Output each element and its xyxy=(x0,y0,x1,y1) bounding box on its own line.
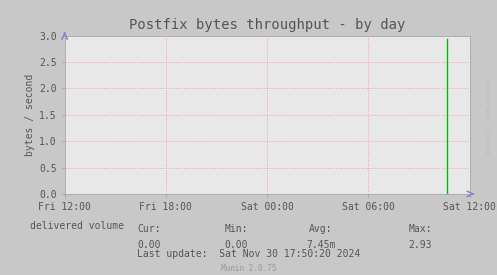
Text: Max:: Max: xyxy=(408,224,432,234)
Text: 7.45m: 7.45m xyxy=(306,240,335,250)
Text: 2.93: 2.93 xyxy=(408,240,432,250)
Text: 0.00: 0.00 xyxy=(224,240,248,250)
Text: RRDTOOL / TOBI OETIKER: RRDTOOL / TOBI OETIKER xyxy=(486,77,491,154)
Title: Postfix bytes throughput - by day: Postfix bytes throughput - by day xyxy=(129,18,406,32)
Text: Munin 2.0.75: Munin 2.0.75 xyxy=(221,264,276,273)
Text: Cur:: Cur: xyxy=(137,224,161,234)
Y-axis label: bytes / second: bytes / second xyxy=(25,74,35,156)
Text: Min:: Min: xyxy=(224,224,248,234)
Text: Avg:: Avg: xyxy=(309,224,332,234)
Text: Last update:  Sat Nov 30 17:50:20 2024: Last update: Sat Nov 30 17:50:20 2024 xyxy=(137,249,360,259)
Text: delivered volume: delivered volume xyxy=(30,221,124,231)
Text: 0.00: 0.00 xyxy=(137,240,161,250)
